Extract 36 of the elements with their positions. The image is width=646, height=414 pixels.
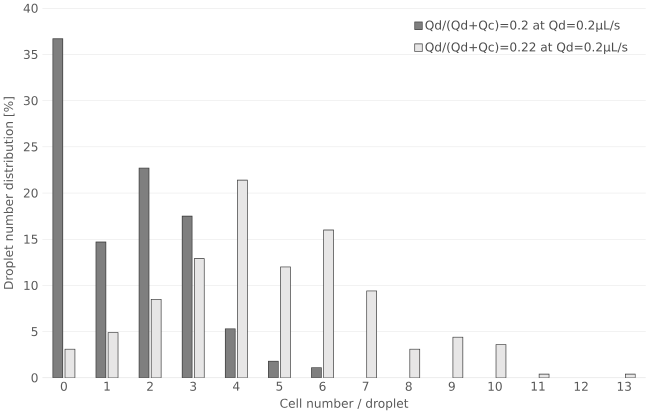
x-tick-label: 0 <box>60 382 67 391</box>
y-tick-label: 25 <box>24 142 38 152</box>
y-tick-label: 35 <box>24 50 38 60</box>
legend-label: Qd/(Qd+Qc)=0.22 at Qd=0.2µL/s <box>425 42 628 54</box>
bar <box>496 344 506 378</box>
y-tick-label: 15 <box>24 234 38 244</box>
x-tick-label: 7 <box>362 382 368 391</box>
y-tick-label: 30 <box>24 96 38 106</box>
y-tick-label: 10 <box>24 280 38 290</box>
y-tick-label: 40 <box>24 4 38 13</box>
x-tick-label: 10 <box>488 382 502 391</box>
x-tick-label: 9 <box>448 382 455 391</box>
bar <box>52 38 64 378</box>
x-tick-label: 12 <box>574 382 588 391</box>
x-tick-label: 8 <box>406 382 412 391</box>
x-tick-label: 1 <box>104 382 110 391</box>
bar <box>182 216 192 378</box>
legend-label: Qd/(Qd+Qc)=0.2 at Qd=0.2µL/s <box>425 20 620 32</box>
y-axis-title: Droplet number distribution [%] <box>4 97 16 289</box>
x-tick-label: 4 <box>233 382 240 391</box>
y-tick-label: 5 <box>32 327 38 336</box>
y-tick-label: 20 <box>24 188 38 198</box>
y-tick-label: 0 <box>32 373 38 382</box>
x-tick-label: 2 <box>147 382 153 391</box>
x-tick-label: 6 <box>319 382 326 391</box>
x-tick-label: 13 <box>618 382 631 391</box>
bar <box>96 242 106 378</box>
bar <box>409 348 420 378</box>
x-axis-title: Cell number / droplet <box>280 398 408 410</box>
bar <box>268 360 279 378</box>
x-tick-label: 11 <box>532 382 545 391</box>
bar <box>138 168 150 378</box>
x-tick-label: 3 <box>190 382 196 391</box>
bar <box>452 336 464 378</box>
x-tick-label: 5 <box>276 382 282 391</box>
bar <box>224 328 236 378</box>
